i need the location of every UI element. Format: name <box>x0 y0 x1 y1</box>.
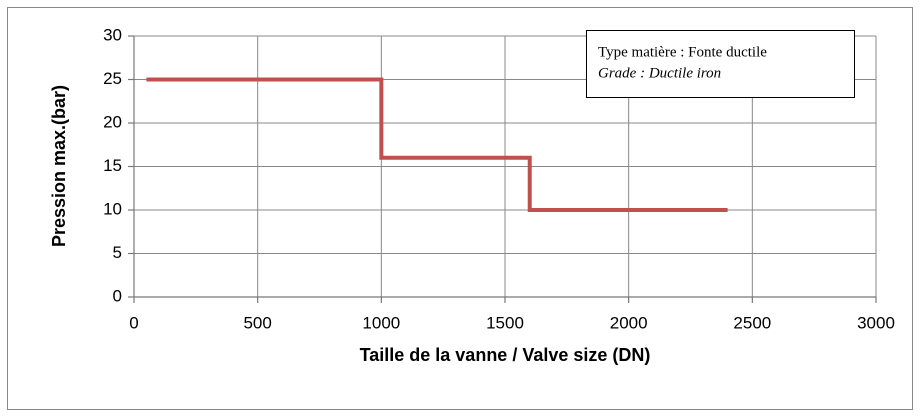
x-tick-label: 0 <box>129 313 138 332</box>
annotation-box <box>586 30 855 98</box>
y-tick-label: 15 <box>103 156 122 175</box>
x-tick-label: 2000 <box>610 313 648 332</box>
x-tick-label: 1500 <box>486 313 524 332</box>
x-tick-label: 2500 <box>733 313 771 332</box>
annotation: Type matière : Fonte ductile <box>598 44 767 60</box>
data-line <box>146 77 728 212</box>
annotation: Grade : Ductile iron <box>598 65 721 81</box>
y-tick-label: 5 <box>113 243 122 262</box>
y-tick-label: 10 <box>103 199 122 218</box>
y-tick-label: 25 <box>103 69 122 88</box>
y-axis-label: Pression max.(bar) <box>49 85 69 247</box>
x-tick-label: 500 <box>243 313 271 332</box>
x-tick-label: 1000 <box>362 313 400 332</box>
x-tick-label: 3000 <box>857 313 895 332</box>
y-tick-label: 30 <box>103 25 122 44</box>
y-tick-label: 20 <box>103 112 122 131</box>
x-axis-label: Taille de la vanne / Valve size (DN) <box>360 345 651 365</box>
y-tick-label: 0 <box>113 286 122 305</box>
